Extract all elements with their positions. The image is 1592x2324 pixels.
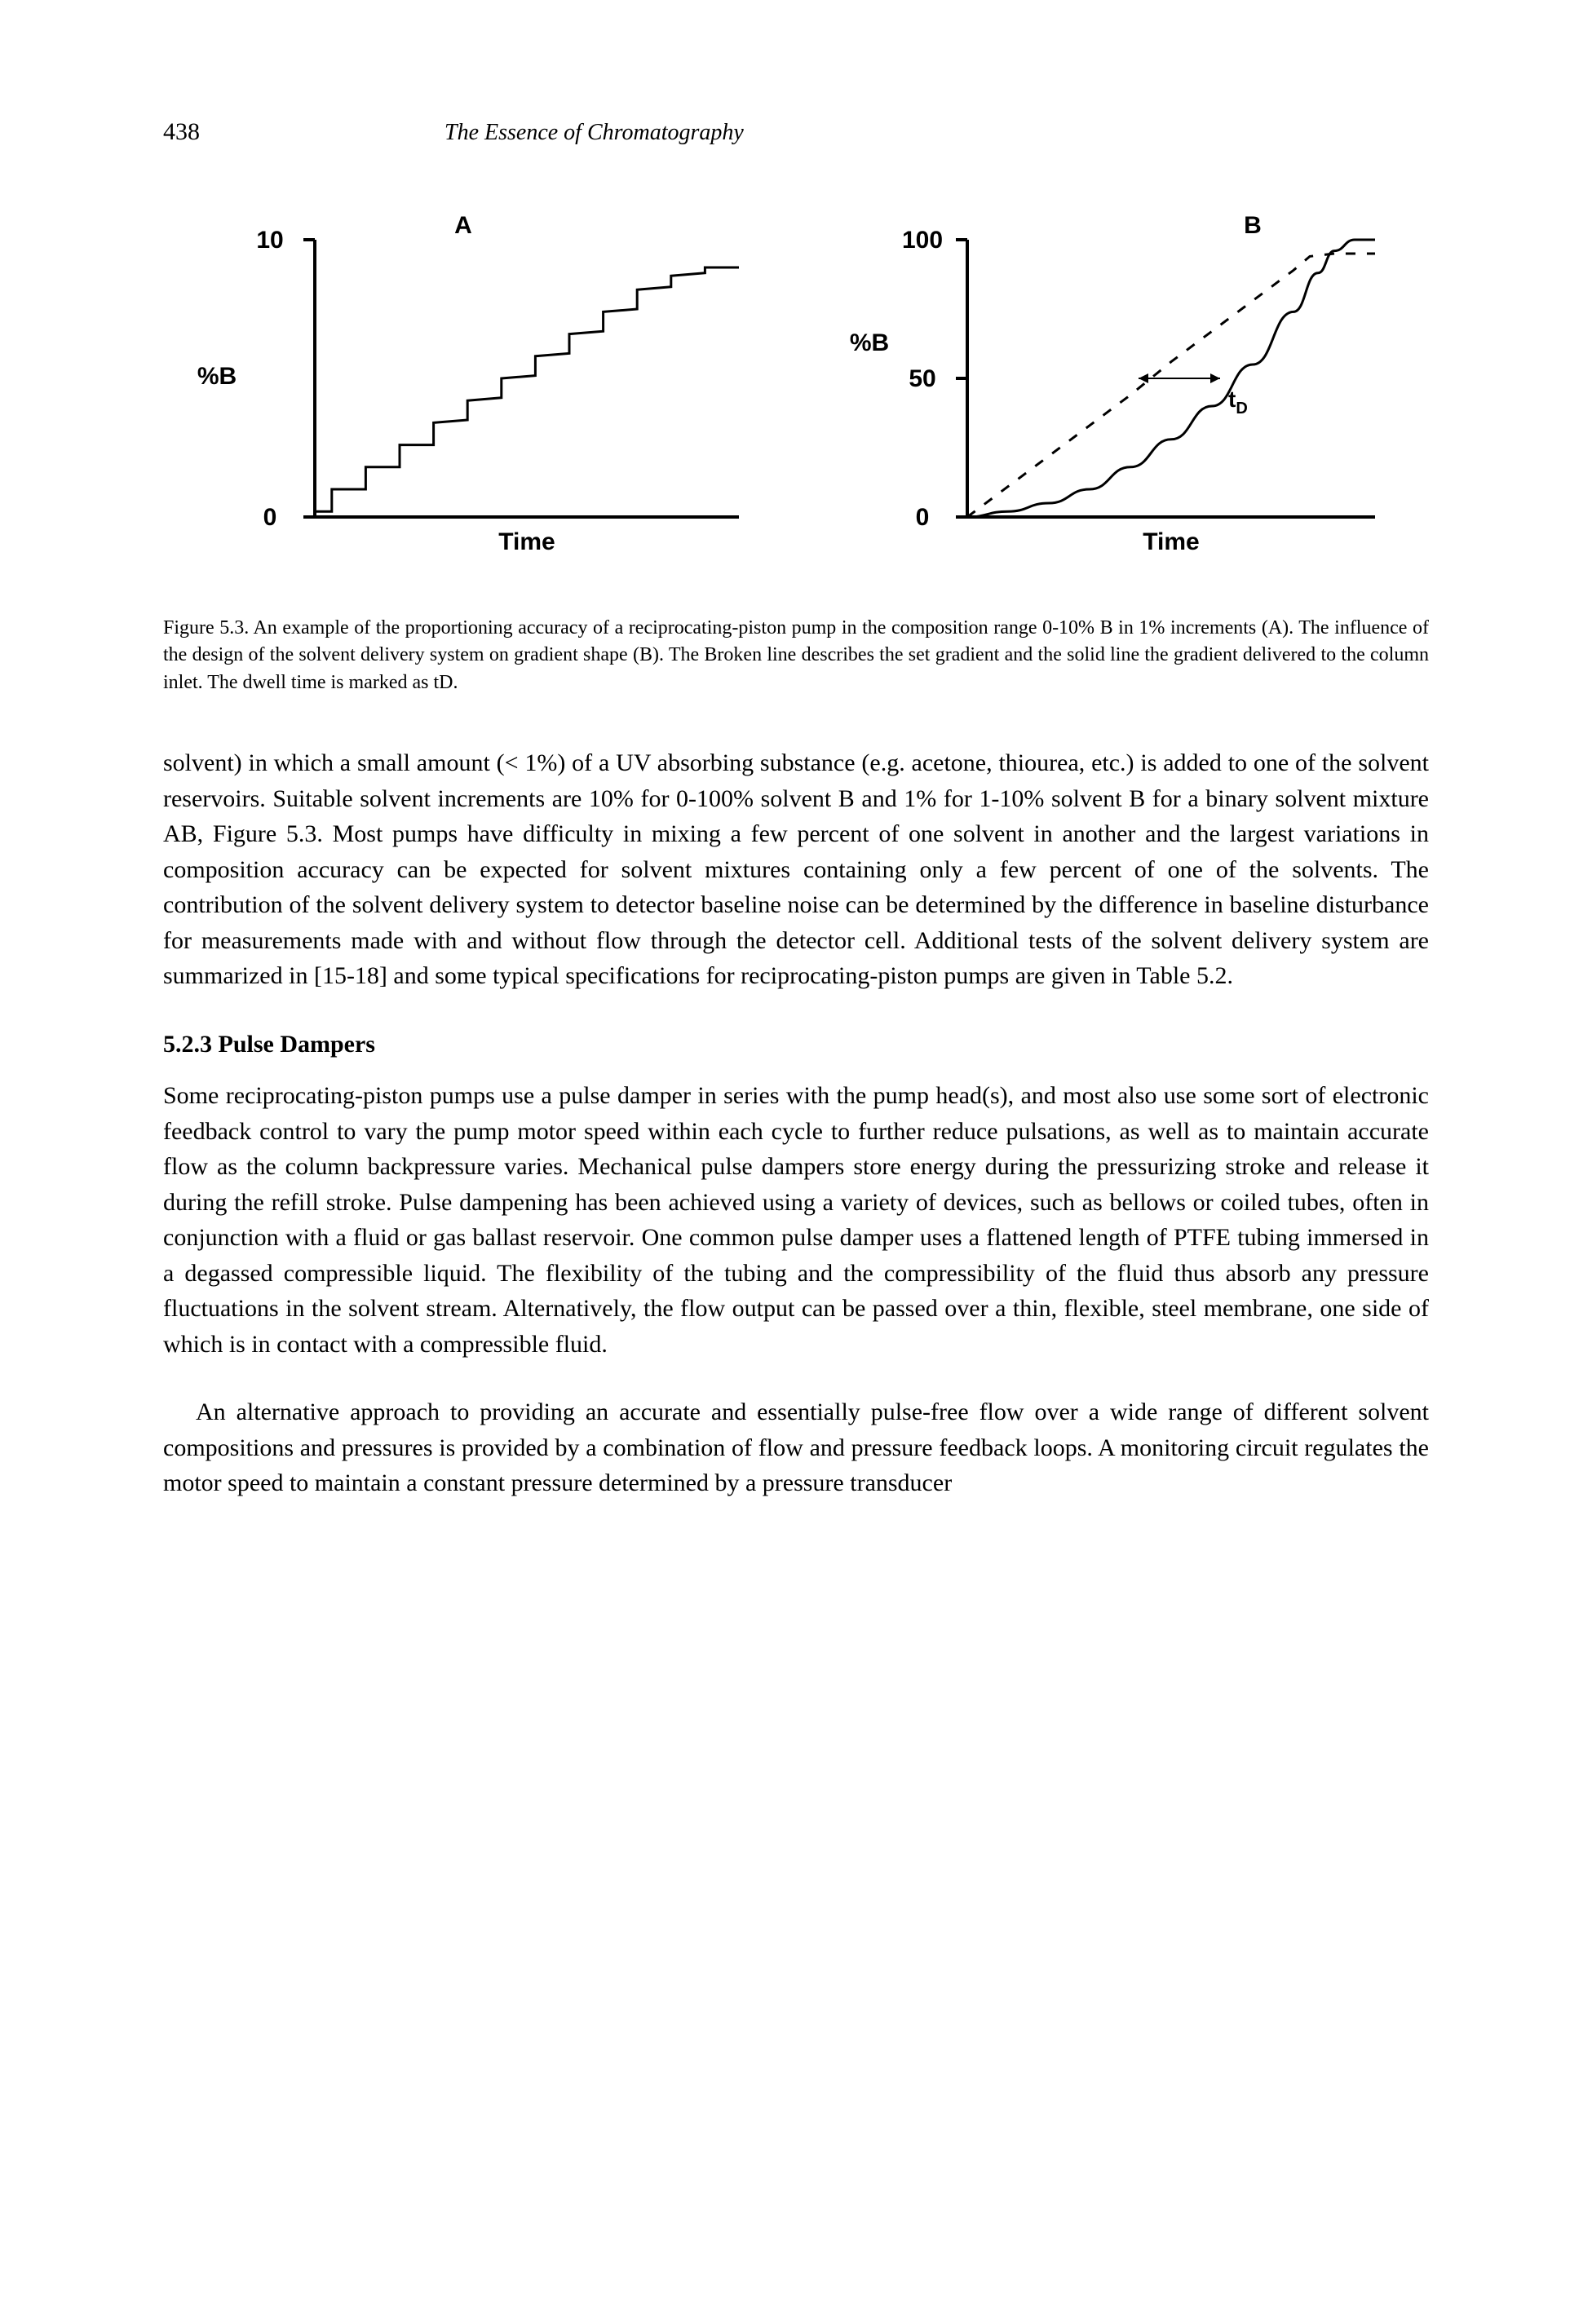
- svg-text:Time: Time: [1143, 528, 1199, 555]
- svg-text:10: 10: [256, 227, 283, 254]
- svg-text:%B: %B: [197, 362, 237, 389]
- body-paragraph-2: Some reciprocating-piston pumps use a pu…: [163, 1078, 1429, 1362]
- svg-text:Time: Time: [498, 528, 555, 555]
- svg-text:0: 0: [916, 504, 930, 531]
- svg-text:A: A: [454, 212, 472, 239]
- section-heading: 5.2.3 Pulse Dampers: [163, 1027, 1429, 1063]
- figure-caption: Figure 5.3. An example of the proportion…: [163, 615, 1429, 697]
- body-paragraph-3: An alternative approach to providing an …: [163, 1394, 1429, 1501]
- svg-text:50: 50: [909, 365, 935, 392]
- page-header: 438 The Essence of Chromatography: [163, 114, 1429, 150]
- svg-text:%B: %B: [850, 329, 889, 356]
- running-title: The Essence of Chromatography: [444, 117, 744, 150]
- figure-svg: %B 0 10 A Time %B 0 50 100 B Time tD: [184, 191, 1408, 582]
- svg-text:tD: tD: [1228, 387, 1248, 418]
- svg-text:100: 100: [902, 227, 943, 254]
- svg-text:0: 0: [263, 504, 277, 531]
- page-number: 438: [163, 114, 200, 150]
- svg-text:B: B: [1244, 212, 1262, 239]
- caption-text: Figure 5.3. An example of the proportion…: [163, 617, 1429, 693]
- figure-5-3: %B 0 10 A Time %B 0 50 100 B Time tD: [163, 191, 1429, 582]
- body-paragraph-1: solvent) in which a small amount (< 1%) …: [163, 745, 1429, 994]
